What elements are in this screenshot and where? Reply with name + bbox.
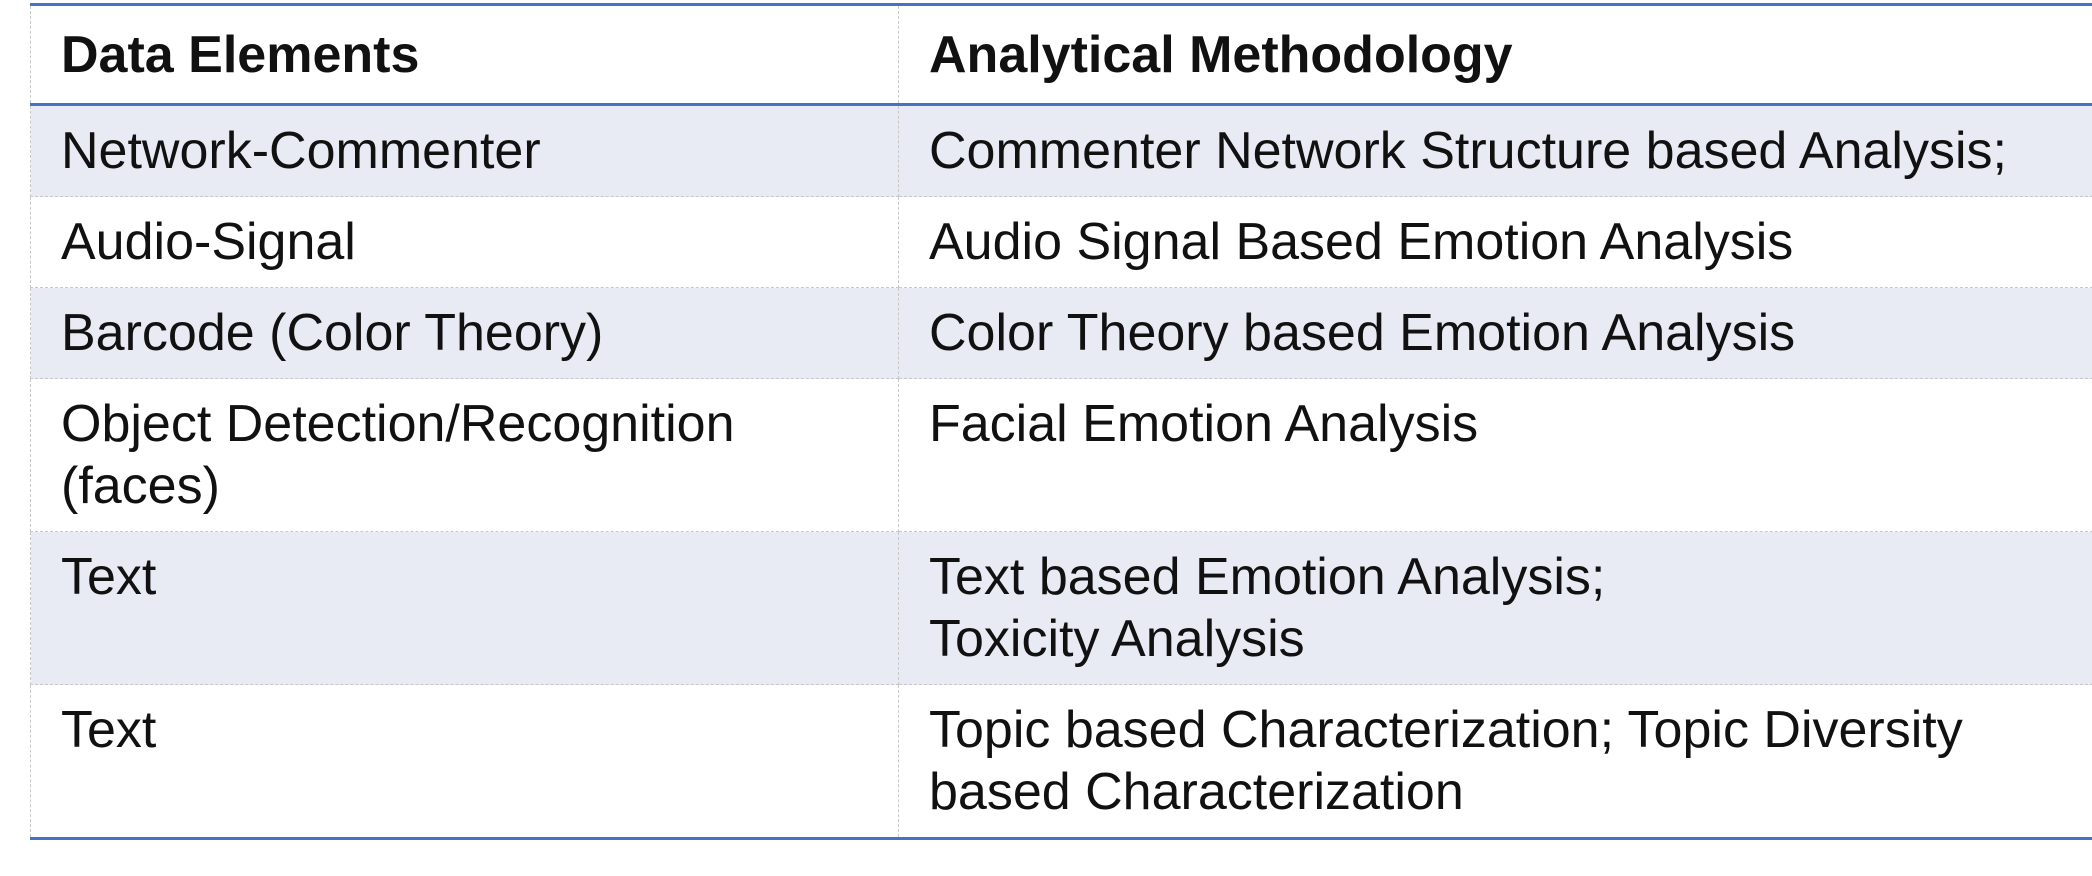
data-element-cell: Audio-Signal (30, 196, 899, 288)
methodology-line: Audio Signal Based Emotion Analysis (929, 213, 1794, 271)
data-element-cell: Text (30, 684, 899, 840)
methodology-line: Commenter Network Structure based Analys… (929, 122, 2007, 180)
table-row: Network-Commenter Commenter Network Stru… (30, 104, 2092, 197)
table-row: Text Text based Emotion Analysis; Toxici… (30, 531, 2092, 685)
data-element-cell: Text (30, 531, 899, 685)
table-row: Object Detection/Recognition (faces) Fac… (30, 378, 2092, 532)
methodology-line: Facial Emotion Analysis (929, 395, 1479, 453)
methodology-table: Data Elements Analytical Methodology Net… (30, 3, 2092, 840)
methodology-cell: Topic based Characterization; Topic Dive… (898, 684, 2092, 840)
methodology-cell: Color Theory based Emotion Analysis (898, 287, 2092, 379)
methodology-line: Color Theory based Emotion Analysis (929, 304, 1796, 362)
header-row: Data Elements Analytical Methodology (30, 4, 2092, 105)
data-element-cell: Network-Commenter (30, 104, 899, 197)
methodology-line: Text based Emotion Analysis; (929, 548, 1606, 606)
table-row: Barcode (Color Theory) Color Theory base… (30, 287, 2092, 379)
methodology-cell: Commenter Network Structure based Analys… (898, 104, 2092, 197)
table-body: Network-Commenter Commenter Network Stru… (30, 104, 2092, 840)
methodology-cell: Text based Emotion Analysis; Toxicity An… (898, 531, 2092, 685)
data-element-cell: Barcode (Color Theory) (30, 287, 899, 379)
methodology-line: Topic based Characterization; Topic Dive… (929, 701, 1963, 821)
methodology-cell: Facial Emotion Analysis (898, 378, 2092, 532)
header-analytical-methodology: Analytical Methodology (898, 4, 2092, 105)
table-row: Text Topic based Characterization; Topic… (30, 684, 2092, 840)
table-row: Audio-Signal Audio Signal Based Emotion … (30, 196, 2092, 288)
table-header: Data Elements Analytical Methodology (30, 4, 2092, 105)
methodology-table-container: Data Elements Analytical Methodology Net… (30, 3, 2092, 840)
data-element-cell: Object Detection/Recognition (faces) (30, 378, 899, 532)
methodology-cell: Audio Signal Based Emotion Analysis (898, 196, 2092, 288)
header-data-elements: Data Elements (30, 4, 899, 105)
methodology-line: Toxicity Analysis (929, 610, 1305, 668)
